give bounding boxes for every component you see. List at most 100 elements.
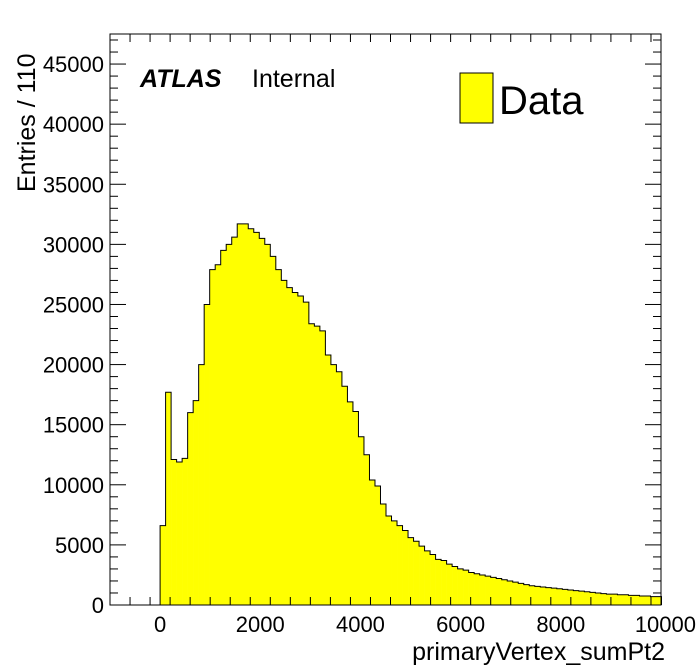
histogram-bar: [253, 232, 260, 606]
histogram-bar: [512, 582, 519, 605]
histogram-bar: [275, 269, 282, 605]
histogram-bar: [292, 292, 299, 605]
histogram-bar: [534, 586, 541, 605]
histogram-bar: [204, 304, 210, 605]
histogram-outline: [159, 223, 663, 605]
experiment-label: ATLAS: [139, 65, 222, 93]
y-tick-label: 0: [92, 593, 104, 618]
histogram-bar: [176, 461, 183, 605]
histogram-bar: [352, 411, 359, 605]
histogram-bar: [237, 223, 244, 606]
histogram-bar: [562, 589, 569, 605]
histogram-bar: [419, 546, 425, 605]
histogram-bar: [446, 564, 453, 605]
histogram-bar: [220, 250, 227, 605]
x-tick-label: 8000: [536, 612, 585, 637]
histogram-bar: [578, 591, 585, 605]
histogram-bar: [606, 594, 613, 605]
histogram-bar: [457, 568, 464, 605]
histogram-bar: [374, 485, 381, 605]
axes: [109, 33, 662, 606]
histogram-bar: [551, 588, 558, 605]
histogram-bar: [209, 269, 216, 605]
histogram-bar: [589, 592, 596, 605]
histogram-bar: [644, 595, 651, 605]
histogram-bar: [584, 591, 591, 605]
histogram-bars: [159, 223, 663, 606]
histogram-bar: [226, 244, 233, 606]
histogram-bar: [622, 594, 629, 605]
y-tick-label: 40000: [43, 112, 104, 137]
x-axis-label: primaryVertex_sumPt2: [412, 638, 665, 666]
histogram-bar: [430, 554, 436, 605]
plot-frame: [109, 33, 662, 606]
histogram-bar: [501, 579, 508, 605]
histogram-bar: [617, 594, 624, 605]
histogram-bar: [314, 326, 321, 605]
histogram-bar: [363, 454, 370, 605]
histogram-bar: [518, 583, 525, 605]
y-tick-label: 35000: [43, 172, 104, 197]
histogram-bar: [286, 287, 293, 605]
histogram-bar: [556, 588, 563, 605]
histogram-bar: [165, 392, 172, 605]
y-axis-label: Entries / 110: [13, 53, 41, 192]
histogram-bar: [187, 412, 194, 605]
histogram-bar: [490, 577, 497, 605]
legend-swatch: [459, 72, 494, 124]
histogram-bar: [655, 596, 662, 605]
histogram-bar: [435, 559, 442, 605]
y-tick-label: 45000: [43, 52, 104, 77]
histogram-bar: [270, 256, 277, 605]
tick-labels: 0 2000 4000 6000 8000 10000 0 5000 10000 15000 200…: [43, 52, 696, 637]
y-tick-label: 30000: [43, 232, 104, 257]
histogram-bar: [231, 237, 238, 605]
histogram-bar: [468, 572, 475, 605]
histogram-bar: [358, 436, 365, 605]
histogram-bar: [441, 560, 447, 605]
histogram-bar: [540, 586, 547, 605]
histogram-bar: [341, 386, 348, 605]
legend-label-data: Data: [499, 79, 584, 123]
y-tick-label: 20000: [43, 353, 104, 378]
histogram-bar: [611, 594, 618, 605]
histogram-bar: [424, 550, 431, 605]
histogram-bar: [347, 401, 354, 605]
histogram-bar: [600, 593, 607, 605]
histogram-bar: [507, 580, 514, 605]
histogram-bar: [485, 576, 491, 605]
histogram-bar: [171, 459, 177, 605]
histogram-bar: [639, 595, 646, 605]
y-tick-label: 10000: [43, 473, 104, 498]
histogram-bar: [545, 587, 552, 605]
histogram-bar: [259, 238, 266, 605]
histogram-bar: [248, 228, 255, 605]
histogram-bar: [523, 584, 530, 605]
histogram-bar: [160, 525, 166, 605]
histogram-bar: [297, 296, 304, 605]
histogram-bar: [413, 541, 420, 605]
histogram-bar: [595, 592, 602, 605]
legend: Data: [459, 72, 584, 124]
x-tick-label: 0: [154, 612, 166, 637]
histogram-bar: [402, 530, 409, 605]
x-tick-label: 2000: [236, 612, 285, 637]
y-tick-label: 5000: [55, 533, 104, 558]
status-label: Internal: [252, 65, 335, 93]
histogram-bar: [182, 458, 188, 605]
x-tick-label: 10000: [635, 612, 696, 637]
histogram-bar: [650, 596, 657, 605]
histogram-bar: [408, 537, 414, 605]
histogram-bar: [308, 323, 315, 605]
histogram-bar: [474, 573, 480, 605]
histogram-bar: [633, 595, 640, 605]
histogram-bar: [193, 400, 199, 605]
histogram-bar: [303, 302, 310, 605]
y-tick-label: 15000: [43, 413, 104, 438]
histogram-bar: [215, 264, 222, 605]
histogram-bar: [319, 330, 326, 605]
histogram-bar: [198, 364, 205, 605]
histogram-bar: [573, 590, 580, 605]
histogram-bar: [479, 574, 486, 605]
